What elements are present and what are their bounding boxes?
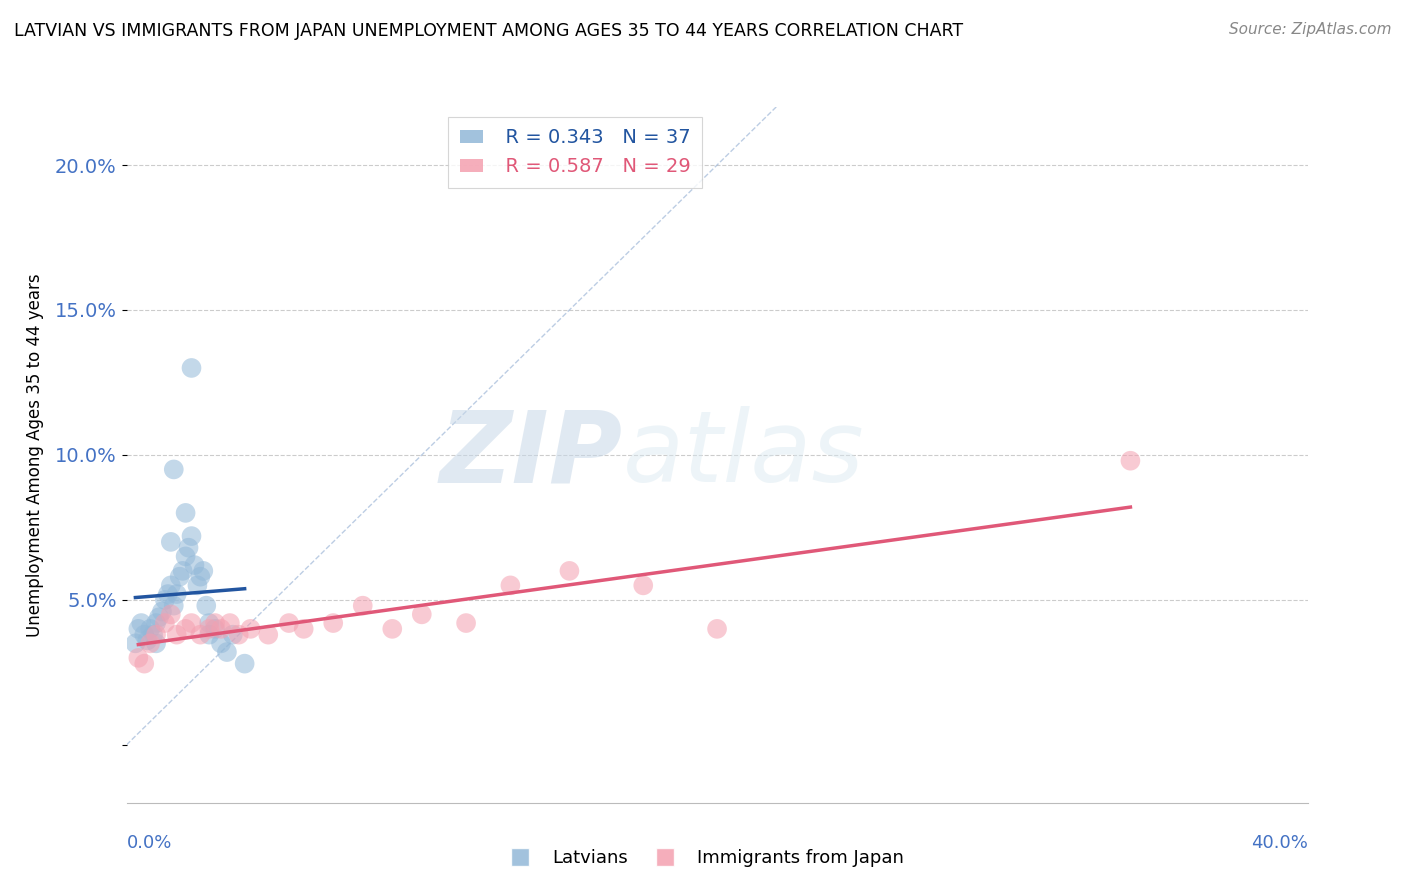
- Text: atlas: atlas: [623, 407, 865, 503]
- Point: [159, 607, 183, 622]
- Text: 40.0%: 40.0%: [1251, 834, 1308, 852]
- Point: [136, 633, 159, 648]
- Point: [139, 622, 162, 636]
- Point: [134, 657, 156, 671]
- Point: [145, 636, 167, 650]
- Point: [180, 529, 202, 543]
- Point: [322, 615, 344, 630]
- Point: [193, 564, 215, 578]
- Point: [209, 636, 232, 650]
- Point: [163, 599, 186, 613]
- Point: [198, 622, 221, 636]
- Point: [183, 558, 205, 573]
- Point: [150, 605, 173, 619]
- Legend: Latvians, Immigrants from Japan: Latvians, Immigrants from Japan: [495, 842, 911, 874]
- Point: [186, 578, 208, 592]
- Point: [163, 462, 186, 476]
- Point: [159, 534, 183, 549]
- Point: [352, 599, 374, 613]
- Point: [228, 628, 250, 642]
- Point: [172, 564, 194, 578]
- Point: [204, 615, 226, 630]
- Point: [381, 622, 404, 636]
- Point: [153, 615, 176, 630]
- Point: [174, 506, 197, 520]
- Point: [180, 615, 202, 630]
- Point: [411, 607, 433, 622]
- Point: [292, 622, 315, 636]
- Point: [188, 628, 211, 642]
- Point: [156, 587, 179, 601]
- Point: [134, 628, 156, 642]
- Point: [145, 615, 167, 630]
- Point: [153, 592, 176, 607]
- Point: [127, 622, 149, 636]
- Point: [198, 628, 221, 642]
- Point: [174, 622, 197, 636]
- Point: [195, 599, 218, 613]
- Point: [180, 361, 202, 376]
- Point: [1119, 453, 1142, 467]
- Point: [219, 615, 242, 630]
- Point: [499, 578, 522, 592]
- Point: [222, 628, 245, 642]
- Y-axis label: Unemployment Among Ages 35 to 44 years: Unemployment Among Ages 35 to 44 years: [25, 273, 44, 637]
- Point: [148, 610, 170, 624]
- Point: [278, 615, 301, 630]
- Text: Source: ZipAtlas.com: Source: ZipAtlas.com: [1229, 22, 1392, 37]
- Point: [188, 570, 211, 584]
- Legend:   R = 0.343   N = 37,   R = 0.587   N = 29: R = 0.343 N = 37, R = 0.587 N = 29: [449, 117, 703, 188]
- Point: [129, 615, 153, 630]
- Point: [127, 651, 149, 665]
- Text: ZIP: ZIP: [440, 407, 623, 503]
- Point: [166, 628, 188, 642]
- Point: [174, 549, 197, 564]
- Point: [558, 564, 581, 578]
- Text: 0.0%: 0.0%: [127, 834, 172, 852]
- Point: [631, 578, 654, 592]
- Text: LATVIAN VS IMMIGRANTS FROM JAPAN UNEMPLOYMENT AMONG AGES 35 TO 44 YEARS CORRELAT: LATVIAN VS IMMIGRANTS FROM JAPAN UNEMPLO…: [14, 22, 963, 40]
- Point: [159, 578, 183, 592]
- Point: [257, 628, 280, 642]
- Point: [166, 587, 188, 601]
- Point: [239, 622, 262, 636]
- Point: [139, 636, 162, 650]
- Point: [215, 645, 238, 659]
- Point: [204, 622, 226, 636]
- Point: [198, 615, 221, 630]
- Point: [145, 628, 167, 642]
- Point: [209, 622, 232, 636]
- Point: [454, 615, 477, 630]
- Point: [706, 622, 728, 636]
- Point: [233, 657, 256, 671]
- Point: [142, 628, 165, 642]
- Point: [124, 636, 146, 650]
- Point: [177, 541, 200, 555]
- Point: [169, 570, 191, 584]
